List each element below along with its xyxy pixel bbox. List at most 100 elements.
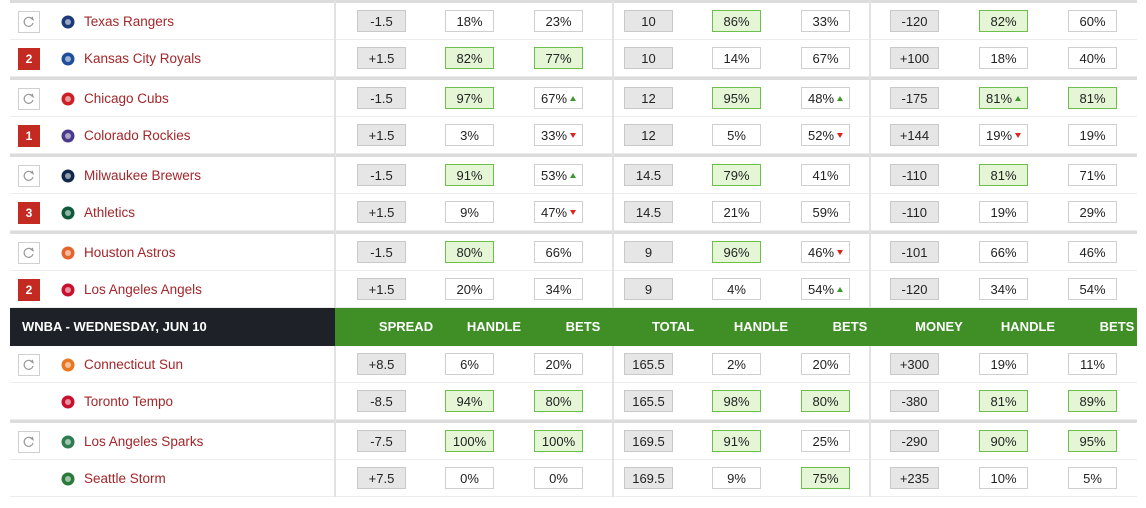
column-header: BETS xyxy=(832,319,868,334)
cell-value: -110 xyxy=(901,167,928,183)
column-divider xyxy=(334,346,336,497)
cell-value: 90% xyxy=(990,433,1017,449)
team-name[interactable]: Athletics xyxy=(84,205,136,220)
money-cell: +144 xyxy=(890,124,939,146)
cell-value: 40% xyxy=(1079,50,1106,66)
handle-cell: 82% xyxy=(979,10,1028,32)
refresh-button[interactable] xyxy=(18,242,40,264)
header-right xyxy=(335,308,1137,346)
column-divider xyxy=(612,346,614,497)
cell-value: -8.5 xyxy=(370,393,393,409)
cell-value: 48% xyxy=(807,90,835,106)
cell-value: 89% xyxy=(1079,393,1106,409)
refresh-button[interactable] xyxy=(18,354,40,376)
handle-cell: 19% xyxy=(979,201,1028,223)
cell-value: 33% xyxy=(540,127,568,143)
cell-value: 20% xyxy=(456,281,483,297)
cell-value: 91% xyxy=(723,433,750,449)
team-name[interactable]: Toronto Tempo xyxy=(84,394,174,409)
team-name[interactable]: Chicago Cubs xyxy=(84,91,169,106)
handle-cell: 3% xyxy=(445,124,494,146)
team-name[interactable]: Milwaukee Brewers xyxy=(84,168,202,183)
team-row: 3 Athletics +1.5 9% 47% 14.5 21% 59% -110 19% 29% xyxy=(10,194,1137,231)
handle-cell: 6% xyxy=(445,353,494,375)
cell-value: 14% xyxy=(723,50,750,66)
handle-cell: 0% xyxy=(445,467,494,489)
cell-value: 79% xyxy=(723,167,750,183)
bets-cell: 54% xyxy=(1068,278,1117,300)
team-name[interactable]: Connecticut Sun xyxy=(84,357,184,372)
cell-value: 169.5 xyxy=(632,470,665,486)
cell-value: -1.5 xyxy=(370,244,393,260)
team-logo xyxy=(61,92,75,106)
handle-cell: 66% xyxy=(979,241,1028,263)
rank-badge: 2 xyxy=(18,48,40,70)
cell-value: 100% xyxy=(541,433,576,449)
bets-cell: 33% xyxy=(801,10,850,32)
cell-value: 9 xyxy=(644,244,653,260)
team-name[interactable]: Texas Rangers xyxy=(84,14,175,29)
bets-cell: 95% xyxy=(1068,430,1117,452)
money-cell: -380 xyxy=(890,390,939,412)
money-cell: +235 xyxy=(890,467,939,489)
team-name[interactable]: Seattle Storm xyxy=(84,471,166,486)
refresh-icon xyxy=(23,359,35,370)
team-name[interactable]: Kansas City Royals xyxy=(84,51,202,66)
column-header: SPREAD xyxy=(378,319,434,334)
handle-cell: 86% xyxy=(712,10,761,32)
cell-value: 71% xyxy=(1079,167,1106,183)
spread-cell: -1.5 xyxy=(357,87,406,109)
team-row: Toronto Tempo -8.5 94% 80% 165.5 98% 80% -380 81… xyxy=(10,383,1137,420)
cell-value: 14.5 xyxy=(635,204,662,220)
handle-cell: 9% xyxy=(712,467,761,489)
rank-badge: 3 xyxy=(18,202,40,224)
total-cell: 165.5 xyxy=(624,353,673,375)
cell-value: -1.5 xyxy=(370,13,393,29)
cell-value: +144 xyxy=(899,127,930,143)
team-name[interactable]: Colorado Rockies xyxy=(84,128,191,143)
refresh-button[interactable] xyxy=(18,11,40,33)
team-name[interactable]: Los Angeles Angels xyxy=(84,282,202,297)
spread-cell: -1.5 xyxy=(357,241,406,263)
cell-value: +1.5 xyxy=(368,50,395,66)
team-row: 1 Colorado Rockies +1.5 3% 33% 12 5% 52% +144 19%… xyxy=(10,117,1137,154)
trend-up xyxy=(1015,95,1022,101)
cell-value: 12 xyxy=(641,90,656,106)
cell-value: 81% xyxy=(990,393,1017,409)
refresh-button[interactable] xyxy=(18,165,40,187)
cell-value: 20% xyxy=(812,356,839,372)
bets-cell: 20% xyxy=(534,353,583,375)
refresh-button[interactable] xyxy=(18,431,40,453)
cell-value: 29% xyxy=(1079,204,1106,220)
team-name[interactable]: Los Angeles Sparks xyxy=(84,434,204,449)
cell-value: 75% xyxy=(812,470,839,486)
column-divider xyxy=(334,0,336,308)
cell-value: -380 xyxy=(901,393,928,409)
cell-value: 66% xyxy=(990,244,1017,260)
cell-value: 52% xyxy=(807,127,835,143)
trend-up xyxy=(837,95,844,101)
trend-down xyxy=(837,249,844,255)
total-cell: 169.5 xyxy=(624,467,673,489)
bets-cell: 54% xyxy=(801,278,850,300)
cell-value: 34% xyxy=(545,281,572,297)
bets-cell: 33% xyxy=(534,124,583,146)
money-cell: -290 xyxy=(890,430,939,452)
refresh-button[interactable] xyxy=(18,88,40,110)
cell-value: 4% xyxy=(727,281,746,297)
cell-value: 165.5 xyxy=(632,393,665,409)
cell-value: 66% xyxy=(545,244,572,260)
team-logo xyxy=(61,52,75,66)
total-cell: 9 xyxy=(624,241,673,263)
handle-cell: 95% xyxy=(712,87,761,109)
handle-cell: 98% xyxy=(712,390,761,412)
header-left: WNBA - WEDNESDAY, JUN 10 xyxy=(10,308,335,346)
cell-value: 10 xyxy=(641,13,656,29)
bets-cell: 60% xyxy=(1068,10,1117,32)
team-name[interactable]: Houston Astros xyxy=(84,245,176,260)
bets-cell: 67% xyxy=(534,87,583,109)
bets-cell: 80% xyxy=(534,390,583,412)
cell-value: 19% xyxy=(1079,127,1106,143)
handle-cell: 81% xyxy=(979,164,1028,186)
